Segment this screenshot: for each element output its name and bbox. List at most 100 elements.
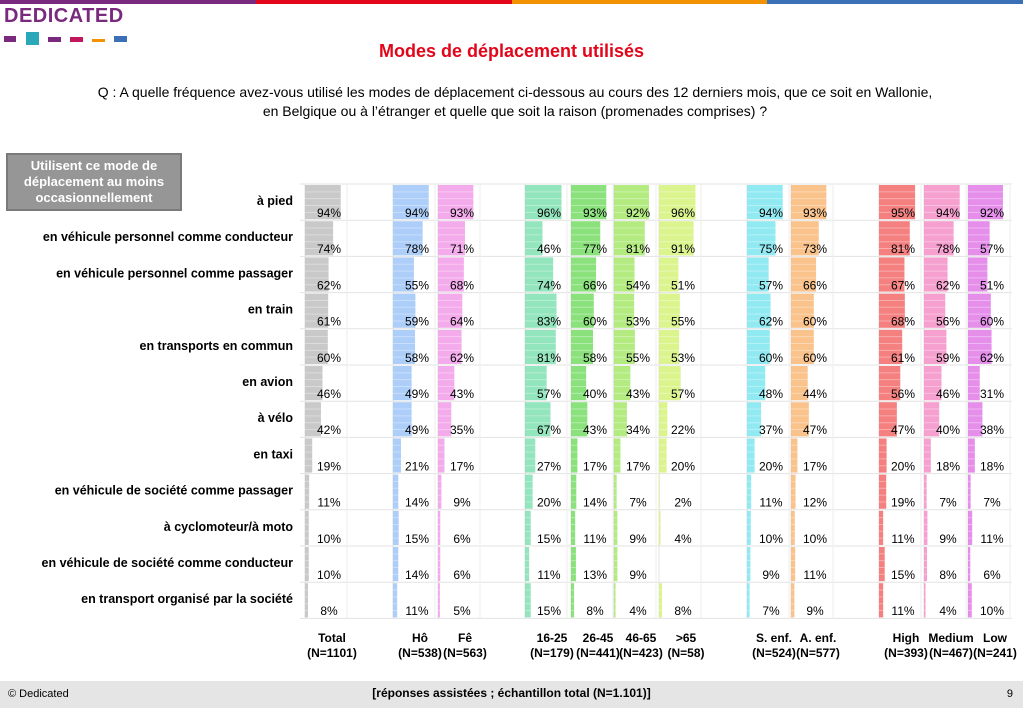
data-label: 20%: [671, 459, 695, 473]
data-label: 7%: [983, 496, 1001, 510]
bar: [924, 510, 928, 545]
data-label: 56%: [936, 315, 960, 329]
bar: [393, 221, 423, 256]
row-label: en transport organisé par la société: [81, 592, 293, 606]
bar: [924, 402, 940, 437]
bar: [393, 583, 398, 618]
bar: [879, 402, 897, 437]
bar: [968, 583, 972, 618]
data-label: 95%: [891, 206, 915, 220]
bar: [393, 474, 399, 509]
data-label: 47%: [891, 423, 915, 437]
data-label: 20%: [891, 459, 915, 473]
bar: [747, 438, 755, 473]
bar: [659, 185, 696, 220]
data-label: 18%: [980, 459, 1004, 473]
bar: [791, 438, 798, 473]
column-header: Low: [983, 631, 1008, 645]
data-label: 58%: [583, 351, 607, 365]
bar: [879, 329, 903, 364]
data-label: 9%: [453, 496, 471, 510]
data-label: 83%: [537, 315, 561, 329]
bar: [924, 366, 942, 401]
bar: [879, 510, 884, 545]
bar: [614, 583, 616, 618]
bar: [393, 257, 414, 292]
data-label: 40%: [583, 387, 607, 401]
bar: [571, 257, 597, 292]
bar: [879, 583, 884, 618]
bar: [525, 329, 556, 364]
column-header: Hô: [412, 631, 428, 645]
data-label: 22%: [671, 423, 695, 437]
data-label: 60%: [583, 315, 607, 329]
data-label: 73%: [803, 242, 827, 256]
bar: [614, 257, 635, 292]
bar: [305, 329, 328, 364]
data-label: 11%: [405, 604, 428, 618]
row-label: en véhicule de société comme conducteur: [42, 556, 294, 570]
data-label: 42%: [317, 423, 341, 437]
bar: [305, 185, 341, 220]
bar: [659, 510, 661, 545]
column-header: 16-25: [537, 631, 568, 645]
data-label: 10%: [803, 532, 827, 546]
bar: [924, 547, 928, 582]
data-label: 67%: [537, 423, 561, 437]
bar: [791, 221, 819, 256]
data-label: 14%: [405, 568, 429, 582]
bar: [571, 293, 594, 328]
bar: [525, 257, 554, 292]
data-label: 38%: [980, 423, 1004, 437]
data-label: 91%: [671, 242, 695, 256]
bar: [305, 438, 313, 473]
bar: [438, 438, 445, 473]
bar: [305, 583, 309, 618]
row-label: à cyclomoteur/à moto: [164, 520, 294, 534]
bar: [879, 547, 885, 582]
bar: [525, 221, 543, 256]
bar: [968, 510, 973, 545]
row-label: en taxi: [253, 447, 293, 461]
data-label: 21%: [405, 459, 429, 473]
data-label: 15%: [537, 532, 561, 546]
bar: [968, 438, 975, 473]
data-label: 49%: [405, 387, 429, 401]
data-label: 18%: [936, 459, 960, 473]
data-label: 59%: [936, 351, 960, 365]
bar: [438, 547, 441, 582]
column-sample-size: (N=393): [884, 646, 928, 660]
data-label: 68%: [450, 278, 474, 292]
data-label: 12%: [803, 496, 827, 510]
data-label: 61%: [317, 315, 341, 329]
data-label: 20%: [537, 496, 561, 510]
bar: [393, 185, 429, 220]
data-label: 7%: [629, 496, 647, 510]
data-label: 60%: [980, 315, 1004, 329]
bar: [968, 329, 992, 364]
survey-question: Q : A quelle fréquence avez-vous utilisé…: [40, 83, 990, 121]
bar: [525, 583, 531, 618]
bar: [747, 293, 771, 328]
data-label: 19%: [891, 496, 915, 510]
top-bar-segment: [767, 0, 1023, 4]
bar: [879, 474, 887, 509]
bar: [393, 293, 416, 328]
data-label: 6%: [453, 568, 471, 582]
data-label: 61%: [891, 351, 915, 365]
data-label: 96%: [671, 206, 695, 220]
bar: [571, 366, 587, 401]
column-sample-size: (N=1101): [307, 646, 357, 660]
bar: [571, 438, 578, 473]
bar: [747, 185, 783, 220]
data-label: 58%: [405, 351, 429, 365]
bar: [747, 402, 762, 437]
bar: [924, 257, 948, 292]
data-label: 62%: [450, 351, 474, 365]
bar: [791, 366, 808, 401]
data-label: 59%: [405, 315, 429, 329]
data-label: 14%: [405, 496, 429, 510]
bar: [791, 329, 814, 364]
column-sample-size: (N=524): [752, 646, 796, 660]
data-label: 6%: [983, 568, 1001, 582]
